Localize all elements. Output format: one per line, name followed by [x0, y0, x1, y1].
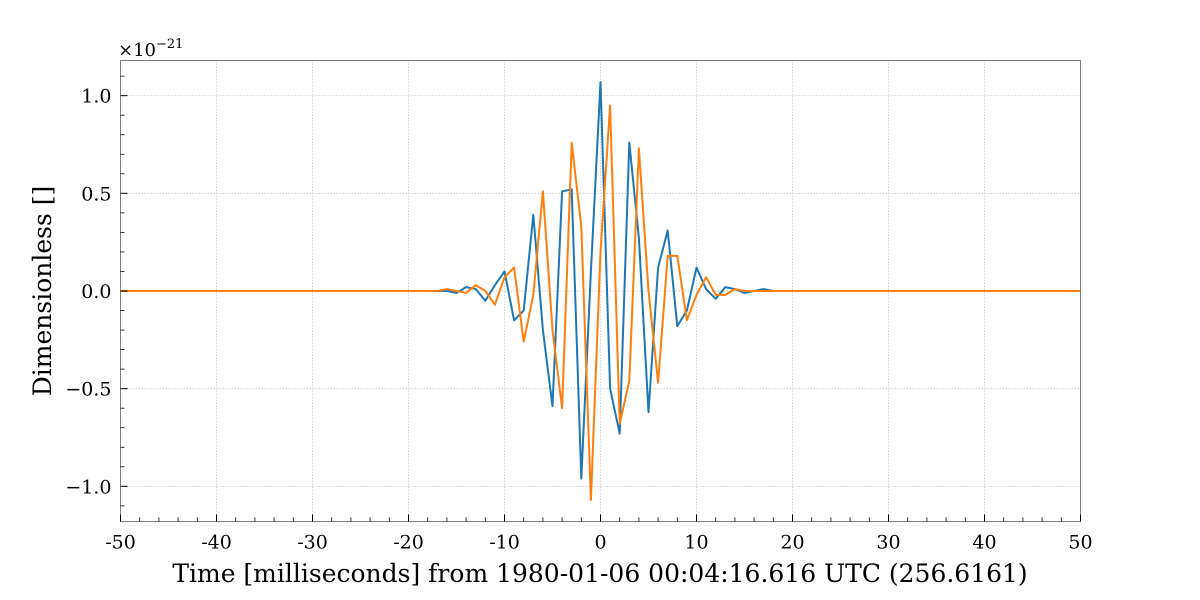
tick-label-layer: -50 -40 -30 -20 -10 0 10 20 30 40 50 −1.0 −0.5 0.0 0.5… — [65, 86, 1092, 554]
x-tick-label: -10 — [489, 532, 520, 554]
x-tick-label: -20 — [393, 532, 424, 554]
series-line-1 — [120, 80, 1081, 480]
y-tick-label: 0.0 — [81, 281, 111, 303]
y-tick-label: 0.5 — [81, 183, 111, 205]
x-axis-label: Time [milliseconds] from 1980-01-06 00:0… — [172, 559, 1027, 588]
x-tick-label: -50 — [105, 532, 136, 554]
series-line-2 — [120, 104, 1081, 502]
x-tick-label: 40 — [972, 532, 996, 554]
x-tick-label: 30 — [876, 532, 900, 554]
x-tick-label: 20 — [780, 532, 804, 554]
y-tick-label: −0.5 — [65, 379, 111, 401]
x-tick-label: -40 — [201, 532, 232, 554]
x-tick-label: -30 — [297, 532, 328, 554]
y-axis-label: Dimensionless [] — [28, 186, 57, 397]
y-tick-label: 1.0 — [81, 86, 111, 108]
y-tick-label: −1.0 — [65, 476, 111, 498]
y-multiplier-label: ×10−21 — [118, 37, 183, 61]
x-tick-label: 10 — [684, 532, 708, 554]
tick-layer — [120, 75, 1081, 522]
y-multiplier-exponent: −21 — [156, 37, 183, 52]
series-layer — [120, 80, 1081, 502]
x-tick-label: 50 — [1068, 532, 1092, 554]
x-tick-label: 0 — [594, 532, 606, 554]
